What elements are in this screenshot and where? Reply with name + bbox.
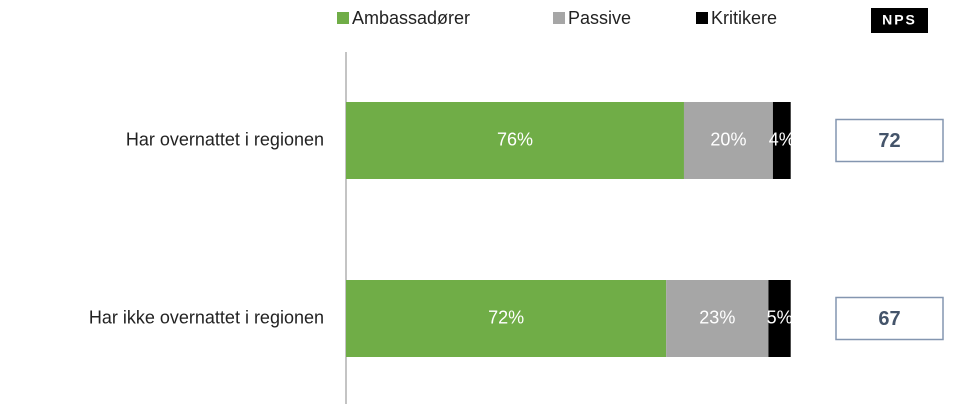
bar-segment	[772, 102, 791, 179]
legend-swatch	[337, 12, 349, 24]
legend-label: Passive	[568, 8, 631, 28]
legend-swatch	[553, 12, 565, 24]
bar-segment	[768, 280, 791, 357]
bar-segment	[683, 102, 773, 179]
bar-segment	[346, 102, 684, 179]
nps-header-box	[871, 8, 928, 33]
legend-label: Ambassadører	[352, 8, 470, 28]
nps-value: 72	[878, 130, 900, 152]
nps-value: 67	[878, 308, 900, 330]
value-label: 76%	[497, 129, 533, 149]
nps-box	[835, 296, 944, 341]
legend-label: Kritikere	[711, 8, 777, 28]
category-label: Har overnattet i regionen	[126, 129, 324, 149]
value-label: 72%	[488, 307, 524, 327]
value-label: 23%	[699, 307, 735, 327]
nps-box	[835, 118, 944, 163]
category-label: Har ikke overnattet i regionen	[89, 307, 324, 327]
value-label: 5%	[767, 307, 793, 327]
bar-segment	[346, 280, 667, 357]
legend-swatch	[696, 12, 708, 24]
bar-segment	[666, 280, 769, 357]
value-label: 4%	[769, 129, 795, 149]
value-label: 20%	[710, 129, 746, 149]
nps-header: NPS	[882, 12, 917, 28]
